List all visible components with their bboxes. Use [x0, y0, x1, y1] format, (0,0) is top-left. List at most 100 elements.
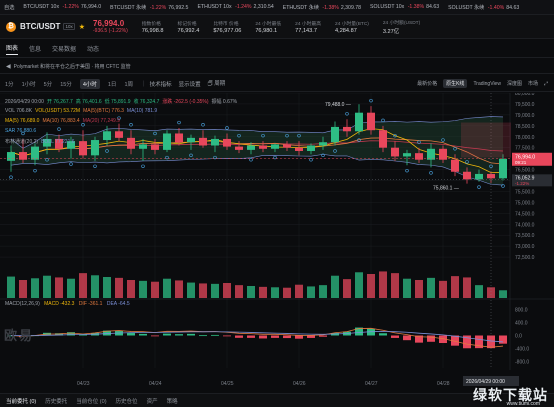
- ticker-price: 2,310.54: [253, 4, 274, 10]
- volume-bar: [439, 280, 447, 298]
- ticker-change: -1.22%: [62, 4, 79, 10]
- boll-upper-line: [10, 116, 504, 149]
- timeframe-button[interactable]: 4小时: [79, 78, 100, 89]
- symbol-name[interactable]: BTC/USDT: [20, 22, 61, 31]
- ticker-item[interactable]: ETHUSDT 永续 -1.38% 2,309.78: [283, 4, 361, 11]
- sar-dot: [189, 153, 193, 158]
- boll-info: 布林通道(20,2) BOLL 77,221.6: [5, 138, 78, 145]
- macd-histogram-bar: [247, 335, 255, 338]
- timeframe-button[interactable]: 1日: [107, 81, 117, 88]
- volume-bar: [7, 276, 15, 298]
- candle-body: [139, 144, 147, 149]
- timeframe-button[interactable]: 5分: [43, 81, 53, 88]
- candle-body: [331, 126, 339, 143]
- x-tick-label: 04/23: [77, 381, 90, 387]
- candle-body: [67, 141, 75, 149]
- sar-dot: [33, 168, 37, 173]
- timeframe-button[interactable]: 15分: [60, 81, 72, 88]
- sar-dot: [57, 127, 61, 131]
- ticker-item[interactable]: SOLUSDT 永续 -1.40% 84.63: [448, 4, 519, 11]
- volume-bar: [127, 280, 135, 298]
- crosshair-price: 76,052.9: [515, 175, 535, 181]
- last-price-tag-bg: [512, 152, 552, 166]
- stat-value: $76,977.06: [213, 27, 242, 34]
- btc-coin-icon: ₿: [6, 21, 16, 32]
- candle-body: [43, 138, 51, 147]
- sar-dot: [381, 118, 385, 123]
- chart-type-tab[interactable]: 深度图: [506, 81, 522, 87]
- volume-bar: [151, 281, 159, 298]
- candle-body: [175, 133, 183, 143]
- orders-tab[interactable]: 策略: [166, 398, 178, 405]
- high-price-annotation: 79,488.0 —: [325, 102, 351, 108]
- sar-dot: [489, 164, 493, 168]
- sar-dot: [297, 133, 301, 138]
- orders-tab[interactable]: 历史仓位: [115, 398, 138, 405]
- market-stats: 指数价格 76,998.8 标记价格 76,992.4 比特币 价格 $76,977.06…: [128, 19, 420, 35]
- timeframe-button[interactable]: 1周: [124, 81, 133, 88]
- sar-dot: [213, 155, 217, 160]
- sar-dot: [465, 160, 469, 164]
- price-type-select[interactable]: 最新价格: [417, 81, 438, 87]
- stat-label: 24 小时额(USDT): [382, 20, 421, 26]
- ticker-change: -1.22%: [149, 4, 167, 11]
- ticker-item[interactable]: ETHUSDT 10x -1.24% 2,310.54: [197, 4, 273, 10]
- volume-bar: [271, 287, 279, 298]
- price-tick-label: 73,000.0: [515, 244, 535, 250]
- fullscreen-icon[interactable]: ⤢: [543, 80, 548, 87]
- volume-bar: [67, 278, 75, 298]
- tab-info[interactable]: 信息: [29, 47, 42, 53]
- okx-watermark-logo: 欧易: [4, 328, 35, 343]
- orders-tab[interactable]: 当前委托 (0): [6, 398, 37, 405]
- sar-dot: [201, 123, 205, 127]
- candle-body: [439, 148, 447, 160]
- orders-tab[interactable]: 当前仓位 (0): [76, 398, 107, 405]
- period-button[interactable]: 🗇 周期: [207, 80, 226, 87]
- tab-feed[interactable]: 动态: [87, 47, 100, 53]
- ticker-item[interactable]: BTC/USDT 10x -1.22% 76,994.0: [23, 4, 101, 10]
- indicator-value: VOL 706.8K: [5, 108, 33, 114]
- volume-bar: [175, 280, 183, 298]
- orders-tab[interactable]: 资产: [146, 398, 158, 405]
- candle-body: [475, 173, 483, 180]
- macd-histogram-bar: [439, 335, 447, 344]
- ticker-item[interactable]: 自选: [4, 4, 14, 11]
- timeframe-button[interactable]: 1小时: [21, 81, 36, 88]
- chart-area[interactable]: 80,000.0 79,500.0 79,000.0 78,500.0 78,000.0…: [0, 91, 554, 393]
- display-settings-button[interactable]: 显示设置: [178, 81, 201, 88]
- chart-type-tab[interactable]: TradingView: [473, 80, 501, 87]
- volume-bar: [331, 275, 339, 298]
- candlestick-chart[interactable]: 80,000.0 79,500.0 79,000.0 78,500.0 78,000.0…: [0, 91, 554, 393]
- orders-tab[interactable]: 历史委托: [45, 398, 68, 405]
- macd-histogram-bar: [355, 327, 363, 336]
- ticker-item[interactable]: SOLUSDT 10x -1.38% 84.63: [370, 4, 439, 10]
- timeframe-button[interactable]: 1分: [5, 81, 14, 88]
- volume-bar: [355, 272, 363, 298]
- macd-tick-label: 800.0: [515, 308, 528, 314]
- news-banner[interactable]: ◀ Polymarket 和将在平仓之后于美国 · 将用 CFTC 监管: [0, 60, 554, 74]
- favorite-star-icon[interactable]: ★: [78, 23, 85, 31]
- candle-body: [319, 142, 327, 146]
- candle-body: [19, 152, 27, 160]
- ticker-price: 2,309.78: [340, 4, 362, 11]
- tab-chart[interactable]: 图表: [6, 43, 19, 55]
- indicators-button[interactable]: 技术指标: [149, 81, 172, 88]
- indicator-value: VOL(USDT) 53.72M: [35, 108, 81, 114]
- candle-body: [391, 147, 399, 157]
- chart-type-tab[interactable]: 原生K线: [443, 79, 468, 88]
- chart-type-tab[interactable]: 市场: [527, 81, 538, 87]
- sar-dot: [441, 138, 445, 142]
- macd-histogram-bar: [103, 330, 111, 336]
- sar-dot: [153, 131, 157, 136]
- volume-bar: [499, 290, 507, 298]
- sar-dot: [141, 164, 145, 168]
- leverage-badge: 10x: [63, 23, 75, 30]
- volume-bar: [343, 279, 351, 298]
- ticker-item[interactable]: BTCUSDT 永续 -1.22% 76,992.5: [110, 4, 188, 11]
- volume-bar: [295, 284, 303, 298]
- tab-trade-data[interactable]: 交易数据: [52, 47, 77, 53]
- macd-histogram-bar: [379, 333, 387, 336]
- volume-bar: [379, 271, 387, 298]
- candle-body: [247, 145, 255, 150]
- sar-dot: [117, 116, 121, 120]
